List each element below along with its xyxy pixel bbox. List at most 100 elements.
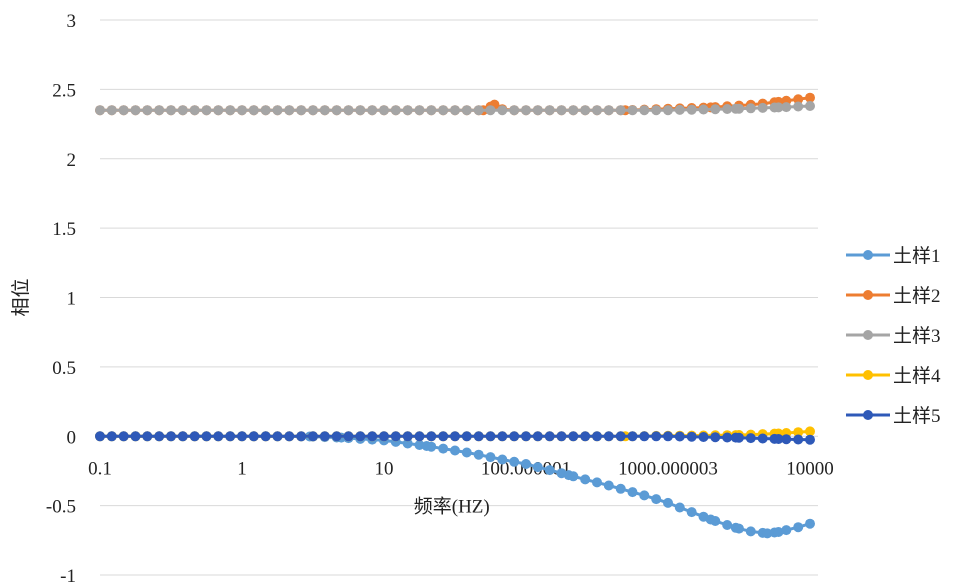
x-tick-label: 0.1 bbox=[88, 458, 112, 479]
data-point bbox=[379, 431, 389, 442]
x-tick-label: 10000 bbox=[786, 458, 834, 479]
data-point bbox=[521, 431, 531, 442]
data-point bbox=[497, 454, 508, 465]
data-point bbox=[438, 431, 449, 442]
data-point bbox=[686, 104, 697, 115]
data-point bbox=[805, 101, 815, 111]
data-point bbox=[485, 105, 496, 116]
x-axis-title: 频率(HZ) bbox=[414, 496, 490, 518]
x-tick-label: 1 bbox=[237, 458, 247, 479]
data-point bbox=[805, 518, 815, 529]
data-point bbox=[698, 432, 709, 442]
data-point bbox=[686, 431, 697, 442]
data-point bbox=[308, 431, 318, 442]
data-point bbox=[461, 431, 472, 442]
data-point bbox=[331, 105, 342, 116]
data-point bbox=[793, 94, 804, 105]
data-point bbox=[568, 471, 579, 482]
legend-marker bbox=[863, 410, 873, 420]
legend-item-1: 土样1 bbox=[846, 245, 941, 267]
legend-label: 土样3 bbox=[893, 325, 941, 347]
data-point bbox=[639, 431, 650, 442]
data-point bbox=[544, 105, 555, 116]
data-point bbox=[414, 431, 425, 442]
data-point bbox=[734, 103, 744, 114]
data-point bbox=[509, 431, 520, 442]
data-point bbox=[438, 443, 449, 454]
data-point bbox=[651, 431, 662, 442]
data-point bbox=[319, 431, 330, 442]
data-point bbox=[651, 105, 662, 116]
data-point bbox=[521, 459, 531, 469]
data-point bbox=[603, 431, 614, 442]
data-point bbox=[532, 105, 543, 116]
data-point bbox=[177, 431, 188, 442]
data-point bbox=[473, 105, 484, 116]
data-point bbox=[674, 431, 685, 442]
data-point bbox=[592, 477, 602, 488]
data-point bbox=[225, 105, 236, 116]
data-point bbox=[106, 431, 117, 442]
data-point bbox=[592, 431, 602, 442]
series-1 bbox=[95, 431, 815, 539]
data-point bbox=[603, 480, 614, 491]
legend-item-4: 土样4 bbox=[846, 365, 941, 387]
data-point bbox=[734, 523, 744, 534]
data-point bbox=[556, 431, 567, 442]
data-point bbox=[379, 105, 389, 116]
data-point bbox=[402, 105, 413, 116]
legend-marker bbox=[863, 250, 873, 260]
data-point bbox=[177, 105, 188, 116]
data-point bbox=[390, 431, 401, 442]
data-point bbox=[189, 105, 200, 116]
data-point bbox=[793, 427, 804, 438]
data-point bbox=[674, 104, 685, 115]
data-point bbox=[154, 431, 165, 442]
data-point bbox=[532, 431, 543, 442]
data-point bbox=[414, 105, 425, 116]
data-point bbox=[95, 431, 105, 442]
data-point bbox=[710, 104, 721, 115]
x-tick-label: 1000.000003 bbox=[618, 458, 718, 479]
data-point bbox=[390, 105, 401, 116]
data-point bbox=[603, 105, 614, 116]
legend-marker bbox=[863, 370, 873, 380]
y-tick-label: 1.5 bbox=[52, 219, 76, 240]
data-point bbox=[615, 483, 626, 494]
data-point bbox=[296, 105, 307, 116]
data-point bbox=[118, 431, 129, 442]
data-point bbox=[722, 104, 733, 114]
data-point bbox=[248, 431, 259, 442]
data-point bbox=[663, 105, 673, 116]
y-axis-title: 相位 bbox=[10, 278, 32, 316]
data-point bbox=[438, 105, 449, 116]
data-point bbox=[757, 102, 768, 113]
data-point bbox=[615, 105, 626, 116]
data-point bbox=[485, 452, 496, 463]
data-point bbox=[260, 431, 271, 442]
data-point bbox=[237, 431, 247, 442]
data-point bbox=[189, 431, 200, 442]
data-point bbox=[580, 474, 591, 485]
data-point bbox=[213, 431, 224, 442]
data-point bbox=[651, 494, 662, 505]
legend-label: 土样2 bbox=[893, 285, 941, 307]
data-point bbox=[308, 105, 318, 116]
data-point bbox=[130, 431, 141, 442]
data-point bbox=[722, 432, 733, 443]
data-point bbox=[663, 431, 673, 442]
data-point bbox=[319, 105, 330, 116]
data-point bbox=[367, 431, 378, 442]
data-point bbox=[568, 105, 579, 116]
data-point bbox=[722, 520, 733, 530]
data-point bbox=[272, 105, 283, 116]
data-point bbox=[106, 105, 117, 116]
data-point bbox=[627, 431, 638, 442]
data-point bbox=[773, 434, 784, 444]
data-point bbox=[627, 105, 638, 116]
legend-marker bbox=[863, 290, 873, 300]
data-point bbox=[497, 105, 508, 116]
data-point bbox=[461, 105, 472, 116]
